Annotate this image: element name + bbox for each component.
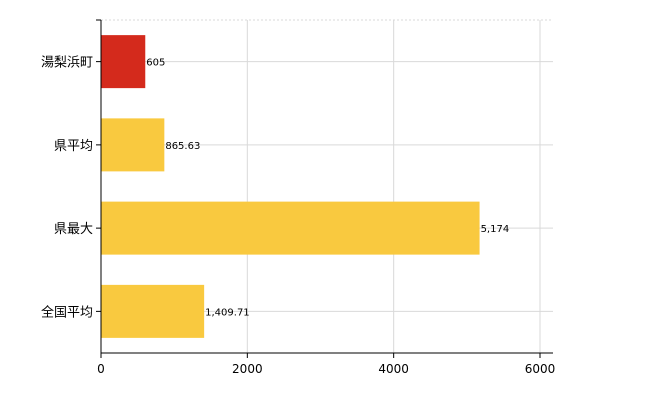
bar-3 <box>101 284 205 338</box>
x-tick-label-1: 2000 <box>232 362 263 376</box>
bar-1 <box>101 118 165 172</box>
labels-layer: 605 湯梨浜町 865.63 県平均 5,174 県最大 1,409.71 全国平均 0 200… <box>41 56 555 376</box>
category-label-1: 県平均 <box>54 139 93 154</box>
axes-layer <box>96 19 553 358</box>
bar-2 <box>101 201 480 255</box>
data-label-1: 865.63 <box>165 141 200 152</box>
category-label-2: 県最大 <box>54 222 93 237</box>
bar-0 <box>101 35 146 89</box>
data-label-3: 1,409.71 <box>205 307 250 318</box>
x-tick-label-2: 4000 <box>378 362 409 376</box>
x-tick-label-3: 6000 <box>525 362 556 376</box>
x-tick-label-0: 0 <box>97 362 105 376</box>
category-label-3: 全国平均 <box>41 304 93 320</box>
data-label-2: 5,174 <box>481 224 510 235</box>
bars-layer <box>101 35 480 338</box>
data-label-0: 605 <box>146 58 165 69</box>
category-label-0: 湯梨浜町 <box>41 56 93 71</box>
